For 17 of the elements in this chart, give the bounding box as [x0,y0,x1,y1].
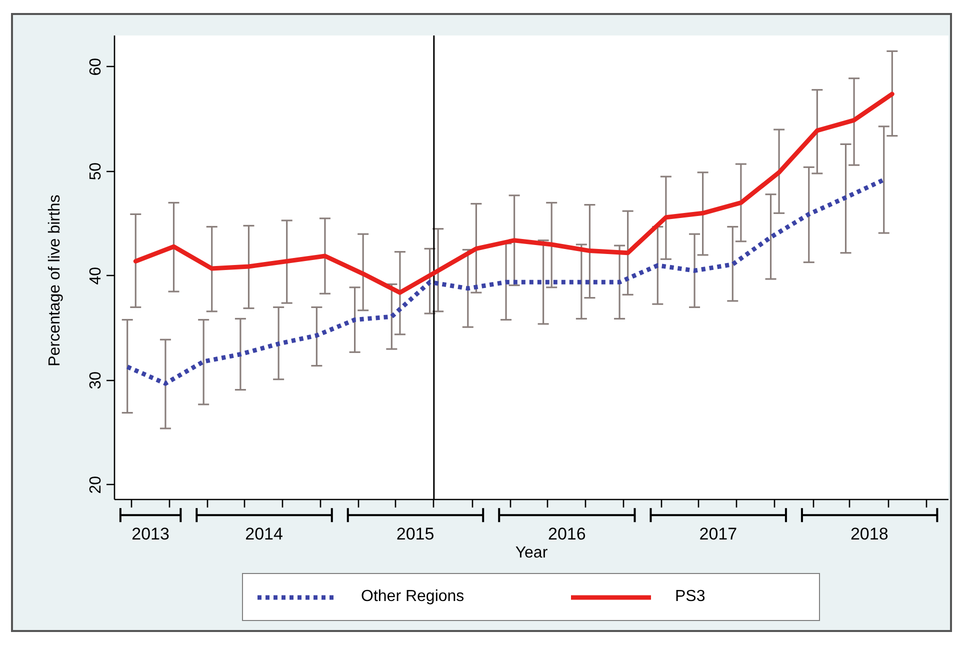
x-tick-label: 2016 [548,524,586,544]
y-tick-label: 20 [88,476,104,494]
y-tick-label: 50 [88,162,104,180]
line-series [125,177,886,386]
y-tick-label: 60 [88,58,104,76]
x-tick-label: 2018 [850,524,888,544]
x-tick-label: 2014 [245,524,283,544]
x-tick-label: 2013 [132,524,170,544]
legend-label: Other Regions [361,588,466,606]
y-axis-title: Percentage of live births [46,194,64,366]
x-tick-label: 2015 [396,524,434,544]
x-axis-title: Year [515,544,548,562]
legend-label: PS3 [675,588,706,606]
line-series [133,92,894,295]
y-tick-label: 40 [88,266,104,285]
y-tick-label: 30 [88,371,104,390]
x-tick-label: 2017 [699,524,738,544]
